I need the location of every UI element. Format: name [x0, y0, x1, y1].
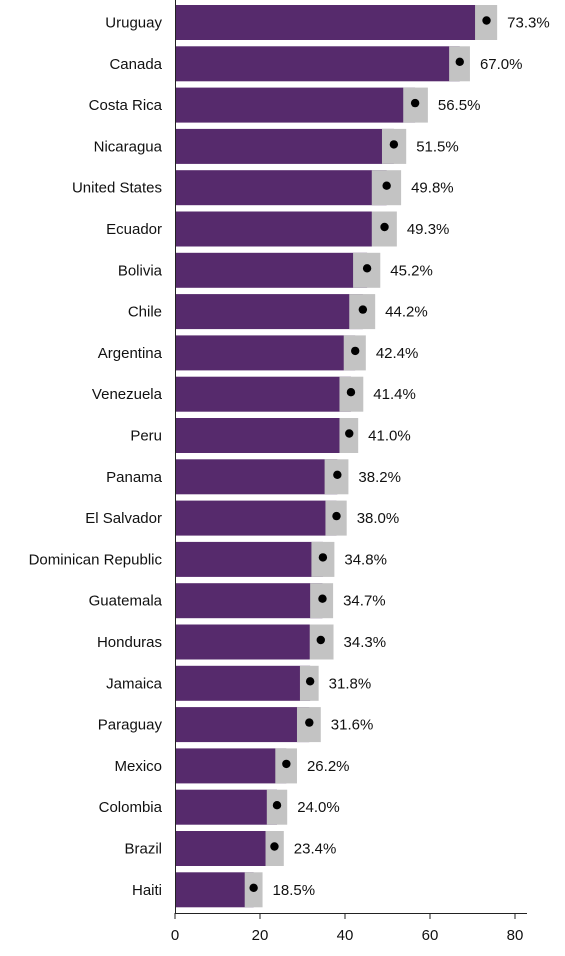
category-label-17: Paraguay [98, 717, 163, 734]
category-label-7: Chile [128, 304, 162, 321]
value-label-14: 34.7% [343, 593, 386, 610]
point-10 [345, 429, 354, 438]
value-label-19: 24.0% [297, 799, 340, 816]
category-label-20: Brazil [124, 841, 162, 858]
bar-1 [175, 46, 460, 82]
category-label-4: United States [72, 180, 162, 197]
bar-3 [175, 128, 394, 164]
x-tick-label-4: 80 [507, 927, 524, 944]
point-0 [482, 16, 491, 25]
category-label-14: Guatemala [89, 593, 163, 610]
point-8 [351, 346, 360, 356]
point-7 [358, 305, 368, 314]
value-label-6: 45.2% [390, 262, 433, 279]
value-label-13: 34.8% [344, 551, 387, 568]
x-tick-label-3: 60 [422, 927, 439, 944]
value-label-21: 18.5% [273, 882, 316, 899]
category-label-6: Bolivia [118, 262, 163, 279]
bar-12 [175, 500, 337, 536]
x-tick-label-0: 0 [171, 927, 179, 944]
category-label-13: Dominican Republic [29, 551, 163, 568]
value-label-16: 31.8% [329, 675, 372, 692]
point-21 [249, 883, 258, 892]
bar-20 [175, 831, 275, 866]
point-20 [270, 842, 279, 851]
bars-group [175, 5, 498, 908]
point-18 [282, 759, 291, 769]
value-label-0: 73.3% [507, 15, 550, 32]
point-6 [362, 264, 372, 273]
value-label-15: 34.3% [344, 634, 387, 651]
category-label-21: Haiti [132, 882, 162, 899]
bar-21 [175, 872, 254, 908]
value-label-12: 38.0% [357, 510, 400, 527]
value-label-9: 41.4% [373, 386, 416, 403]
category-label-12: El Salvador [85, 510, 162, 527]
value-label-1: 67.0% [480, 56, 523, 73]
x-tick-label-2: 40 [337, 927, 354, 944]
bar-15 [175, 624, 321, 660]
value-label-3: 51.5% [416, 138, 459, 155]
category-label-0: Uruguay [105, 15, 162, 32]
value-label-11: 38.2% [358, 469, 401, 486]
point-5 [380, 222, 389, 232]
category-label-16: Jamaica [106, 675, 163, 692]
point-2 [410, 98, 420, 108]
x-axis: 0 20 40 60 80 [171, 0, 527, 944]
labels-group: Uruguay 73.3% Canada 67.0% Costa Rica 56.5% Ni… [29, 15, 550, 899]
bar-6 [175, 252, 368, 288]
bar-7 [175, 294, 363, 330]
point-17 [305, 718, 314, 727]
category-label-9: Venezuela [92, 386, 163, 403]
category-label-8: Argentina [98, 345, 163, 362]
point-9 [346, 388, 356, 397]
value-label-7: 44.2% [385, 304, 428, 321]
category-label-11: Panama [106, 469, 163, 486]
bar-10 [175, 418, 350, 453]
category-label-18: Mexico [114, 758, 162, 775]
point-12 [332, 511, 341, 521]
bar-19 [175, 789, 277, 825]
point-3 [389, 140, 399, 149]
value-label-18: 26.2% [307, 758, 350, 775]
bar-16 [175, 665, 311, 701]
bar-5 [175, 211, 385, 247]
bar-0 [175, 5, 487, 40]
category-label-3: Nicaragua [94, 138, 163, 155]
value-label-5: 49.3% [407, 221, 450, 238]
bar-8 [175, 335, 356, 371]
bar-18 [175, 748, 287, 784]
value-label-2: 56.5% [438, 97, 481, 114]
point-4 [382, 181, 391, 190]
value-label-4: 49.8% [411, 180, 454, 197]
category-label-1: Canada [109, 56, 162, 73]
value-label-10: 41.0% [368, 428, 411, 445]
category-label-15: Honduras [97, 634, 162, 651]
x-tick-label-1: 20 [252, 927, 269, 944]
bar-11 [175, 459, 338, 495]
point-14 [318, 594, 327, 603]
category-label-19: Colombia [99, 799, 163, 816]
point-1 [455, 57, 464, 66]
value-label-17: 31.6% [331, 717, 374, 734]
category-label-5: Ecuador [106, 221, 162, 238]
point-13 [318, 553, 328, 562]
bar-17 [175, 707, 310, 743]
category-label-2: Costa Rica [89, 97, 163, 114]
value-label-8: 42.4% [376, 345, 419, 362]
value-label-20: 23.4% [294, 841, 337, 858]
bar-14 [175, 583, 323, 619]
point-19 [272, 801, 282, 810]
point-15 [316, 635, 325, 645]
point-11 [333, 470, 342, 479]
bar-2 [175, 87, 416, 123]
bar-13 [175, 541, 323, 577]
bar-4 [175, 170, 387, 206]
category-label-10: Peru [130, 428, 162, 445]
point-16 [305, 677, 315, 686]
bar-9 [175, 376, 351, 412]
